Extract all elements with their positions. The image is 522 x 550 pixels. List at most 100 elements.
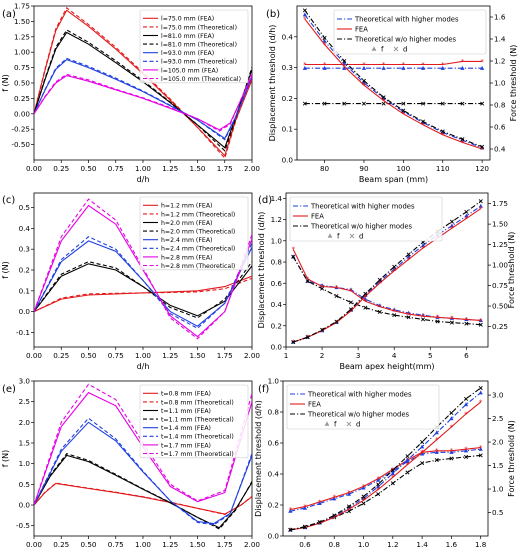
data-point (421, 119, 426, 124)
legend: Theoretical with higher modes FEA Theoreti… (286, 384, 440, 430)
data-point (302, 505, 308, 510)
marker-legend-triangle (327, 233, 333, 238)
y-tick-label: 0.1 (19, 286, 30, 295)
data-point (478, 446, 483, 451)
y-tick-label: 1.25 (14, 32, 30, 41)
y-axis-label: f (N) (1, 261, 10, 279)
data-point (434, 458, 439, 463)
legend: Theoretical with higher modes FEA Theoreti… (333, 9, 487, 55)
series-group: **************************** (291, 199, 483, 346)
series-line (34, 417, 252, 526)
data-point (405, 470, 410, 475)
data-point (463, 448, 469, 453)
legend-label: l=75.0 mm (FEA) (161, 16, 214, 23)
legend-label: h=2.0 mm (Theoretical) (161, 229, 235, 236)
x-tick-label: 1.00 (135, 351, 151, 360)
data-point (348, 307, 353, 312)
legend: Theoretical with higher modes FEA Theoreti… (289, 196, 443, 242)
chart-panel: (b) 80 90 100 110 120 0.0 0.1 0.2 0.3 0.4 0.4 0.6 0.8… (266, 5, 518, 184)
data-point (322, 38, 327, 43)
marker-legend-cross (349, 233, 355, 239)
data-point: * (376, 475, 380, 483)
x-tick-label: 1.25 (162, 351, 178, 360)
x-tick-label: 1.75 (217, 164, 233, 173)
y-tick-label: 0.50 (14, 79, 30, 88)
data-point (440, 130, 445, 135)
x-tick-label: 0.25 (53, 351, 69, 360)
data-point: * (333, 494, 337, 502)
data-point: * (479, 444, 483, 452)
y-right-tick-label: 1.4 (494, 35, 506, 44)
y-right-tick-label: 1.75 (492, 199, 508, 208)
marker-legend-label: d (359, 233, 363, 241)
data-point (361, 78, 366, 83)
data-point (435, 319, 440, 324)
y-right-tick-label: 1.5 (492, 461, 503, 470)
x-tick-label: 1.0 (358, 540, 370, 549)
data-point: * (349, 287, 353, 295)
y-tick-label: 0.2 (271, 321, 282, 330)
y-tick-label: 0.4 (268, 470, 280, 479)
series-group (34, 6, 252, 160)
chart-panel: (f) 0.6 0.8 1.0 1.2 1.4 1.6 1.8 0.0 0.2 0.4 0.6 0.8 1… (254, 377, 516, 550)
marker-legend-label: d (403, 46, 407, 54)
x-tick-label: 1.75 (217, 351, 233, 360)
data-point (332, 513, 337, 518)
data-point: * (335, 319, 339, 327)
data-point: * (392, 307, 396, 315)
data-point (480, 65, 485, 70)
data-point (460, 65, 465, 70)
legend-label: Theoretical with higher modes (354, 15, 459, 23)
marker-legend-label: d (356, 421, 360, 429)
marker-legend-triangle (371, 46, 377, 51)
data-point: * (479, 399, 483, 407)
data-point (332, 496, 337, 501)
legend-label: t=1.1 mm (FEA) (161, 408, 211, 415)
data-point (381, 96, 386, 100)
data-point (480, 101, 485, 106)
legend-label: Theoretical w/o higher modes (307, 410, 410, 418)
data-point: * (362, 483, 366, 491)
data-point: * (450, 315, 454, 323)
series-line (292, 256, 481, 326)
series-line (290, 387, 482, 531)
data-point: * (347, 506, 351, 514)
x-tick-label: 0.75 (108, 351, 124, 360)
data-point: * (378, 303, 382, 311)
x-tick-label: 1 (284, 351, 289, 360)
x-tick-label: 0.8 (329, 540, 341, 549)
series-line (293, 208, 482, 343)
data-point (361, 485, 366, 490)
data-point (401, 101, 406, 106)
legend-label: t=0.8 mm (FEA) (161, 391, 211, 398)
y-tick-label: 0.5 (19, 480, 30, 489)
x-tick-label: 1.50 (189, 164, 205, 173)
data-point: * (407, 310, 411, 318)
x-axis-label: Beam apex height(mm) (339, 362, 434, 371)
data-point: * (461, 58, 465, 66)
y-tick-label: 1.0 (268, 377, 280, 386)
data-point: * (435, 436, 439, 444)
data-point: * (391, 474, 395, 482)
y-right-tick-label: 0.6 (494, 123, 506, 132)
data-point: * (289, 506, 293, 514)
x-tick-label: 2.00 (244, 164, 260, 173)
y-right-tick-label: 0.4 (494, 145, 506, 154)
y-tick-label: 0.6 (271, 279, 283, 288)
legend-label: l=75.0 mm (Theoretical) (161, 24, 237, 31)
data-point (381, 101, 386, 106)
y-axis-label: f (N) (1, 450, 10, 468)
data-point: * (362, 497, 366, 505)
data-point (478, 390, 483, 395)
x-tick-label: 1.25 (162, 540, 178, 549)
panel-label: (a) (2, 9, 16, 20)
x-tick-label: 0.50 (80, 540, 96, 549)
data-point: * (479, 317, 483, 325)
data-point (334, 319, 339, 324)
x-tick-label: 2 (320, 351, 325, 360)
data-point (363, 291, 368, 296)
legend-label: FEA (311, 212, 324, 220)
y-tick-label: 0.8 (271, 258, 283, 267)
data-point (376, 484, 381, 489)
